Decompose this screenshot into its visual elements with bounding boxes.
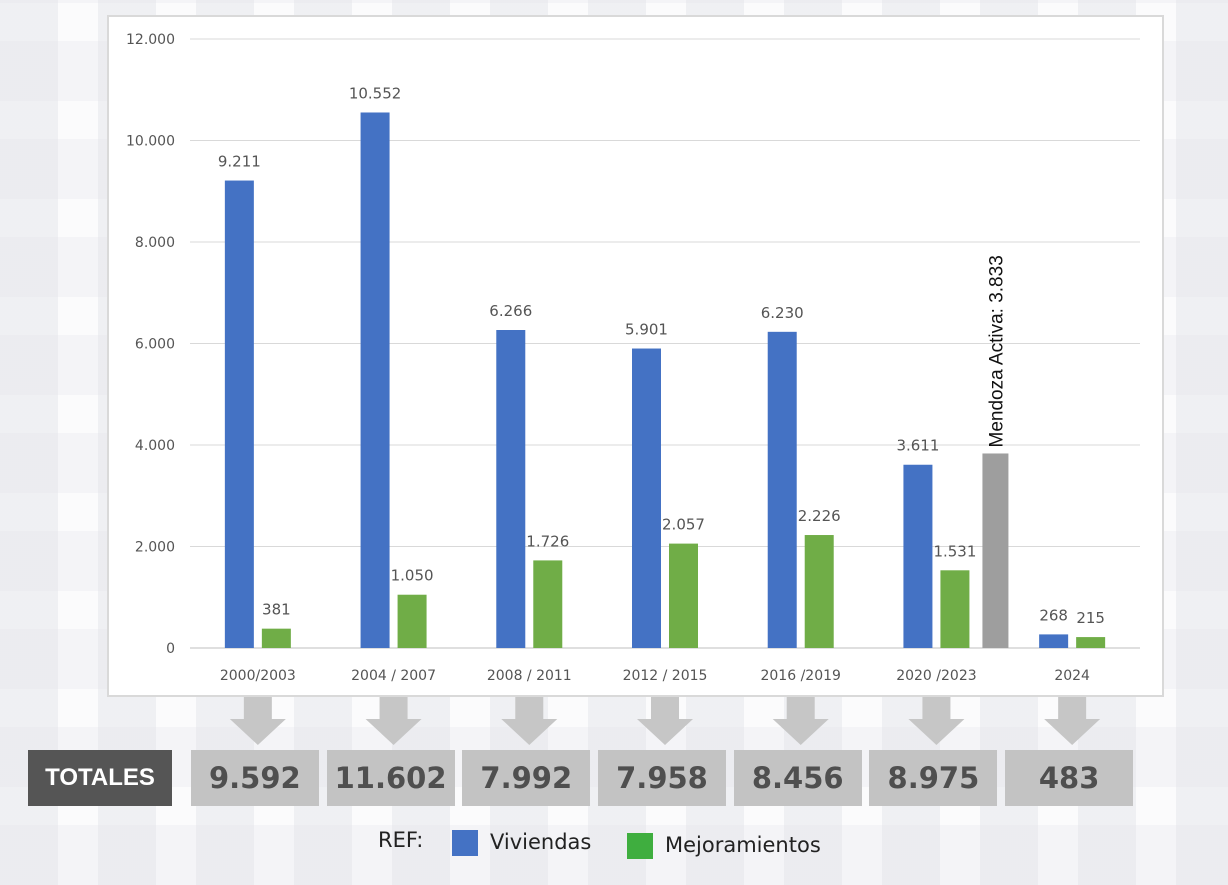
- bar-viviendas: [360, 112, 390, 648]
- data-label: 381: [262, 601, 291, 619]
- x-tick-label: 2020 /2023: [896, 668, 976, 684]
- data-label: 2.057: [662, 516, 705, 534]
- arrow-down-icon: [908, 697, 965, 745]
- data-label: 1.050: [391, 567, 434, 585]
- y-tick-label: 8.000: [135, 235, 175, 251]
- data-label: 215: [1076, 609, 1105, 627]
- y-tick-label: 10.000: [126, 134, 175, 150]
- legend-swatch-viviendas: [452, 830, 478, 856]
- totals-label: TOTALES: [28, 750, 172, 806]
- arrow-down-icon: [1044, 697, 1101, 745]
- arrow-down-icon: [501, 697, 558, 745]
- bar-mejoramientos: [1076, 637, 1106, 648]
- y-tick-label: 6.000: [135, 337, 175, 353]
- x-tick-label: 2004 / 2007: [351, 668, 436, 684]
- legend-ref: REF:: [378, 828, 424, 852]
- bar-mejoramientos: [804, 535, 834, 648]
- arrow-down-icon: [229, 697, 286, 745]
- data-label: 5.901: [625, 321, 668, 339]
- x-tick-label: 2024: [1054, 668, 1090, 684]
- bar-mejoramientos: [533, 560, 563, 648]
- arrow-down-icon: [637, 697, 693, 745]
- data-label-mendoza-activa: Mendoza Activa: 3.833: [986, 255, 1007, 447]
- total-value: 7.958: [598, 750, 726, 806]
- total-value: 9.592: [190, 750, 319, 806]
- bar-viviendas: [1039, 634, 1069, 648]
- bar-viviendas: [903, 464, 933, 648]
- data-label: 3.611: [896, 437, 939, 455]
- y-tick-label: 2.000: [135, 540, 175, 556]
- data-label: 10.552: [349, 84, 402, 102]
- data-label: 2.226: [798, 507, 841, 525]
- x-tick-label: 2016 /2019: [760, 668, 840, 684]
- x-tick-label: 2008 / 2011: [487, 668, 572, 684]
- legend-label-mejoramientos: Mejoramientos: [665, 833, 821, 857]
- legend-swatch-mejoramientos: [627, 833, 653, 859]
- bar-viviendas: [632, 348, 661, 648]
- bar-mejoramientos: [940, 570, 970, 648]
- arrow-down-icon: [365, 697, 422, 745]
- y-tick-label: 4.000: [135, 438, 175, 454]
- bar-viviendas: [767, 331, 797, 648]
- data-label: 268: [1039, 606, 1068, 624]
- y-tick-label: 0: [166, 641, 175, 657]
- data-label: 6.266: [489, 302, 532, 320]
- legend-label-viviendas: Viviendas: [490, 830, 592, 854]
- y-tick-label: 12.000: [126, 32, 175, 48]
- x-tick-label: 2000/2003: [220, 668, 296, 684]
- total-value: 8.456: [733, 750, 862, 806]
- bar-mejoramientos: [669, 543, 698, 648]
- data-label: 9.211: [218, 153, 261, 171]
- bar-mejoramientos: [261, 628, 291, 648]
- data-label: 6.230: [761, 304, 804, 322]
- bar-viviendas: [224, 180, 254, 648]
- total-value: 7.992: [462, 750, 591, 806]
- total-value: 11.602: [326, 750, 455, 806]
- data-label: 1.726: [526, 532, 569, 550]
- x-tick-label: 2012 / 2015: [623, 668, 708, 684]
- data-label: 1.531: [933, 542, 976, 560]
- bar-mendoza-activa: [982, 453, 1009, 648]
- total-value: 483: [1005, 750, 1134, 806]
- total-value: 8.975: [869, 750, 998, 806]
- bar-viviendas: [496, 330, 526, 648]
- arrow-down-icon: [772, 697, 829, 745]
- bar-mejoramientos: [397, 594, 427, 648]
